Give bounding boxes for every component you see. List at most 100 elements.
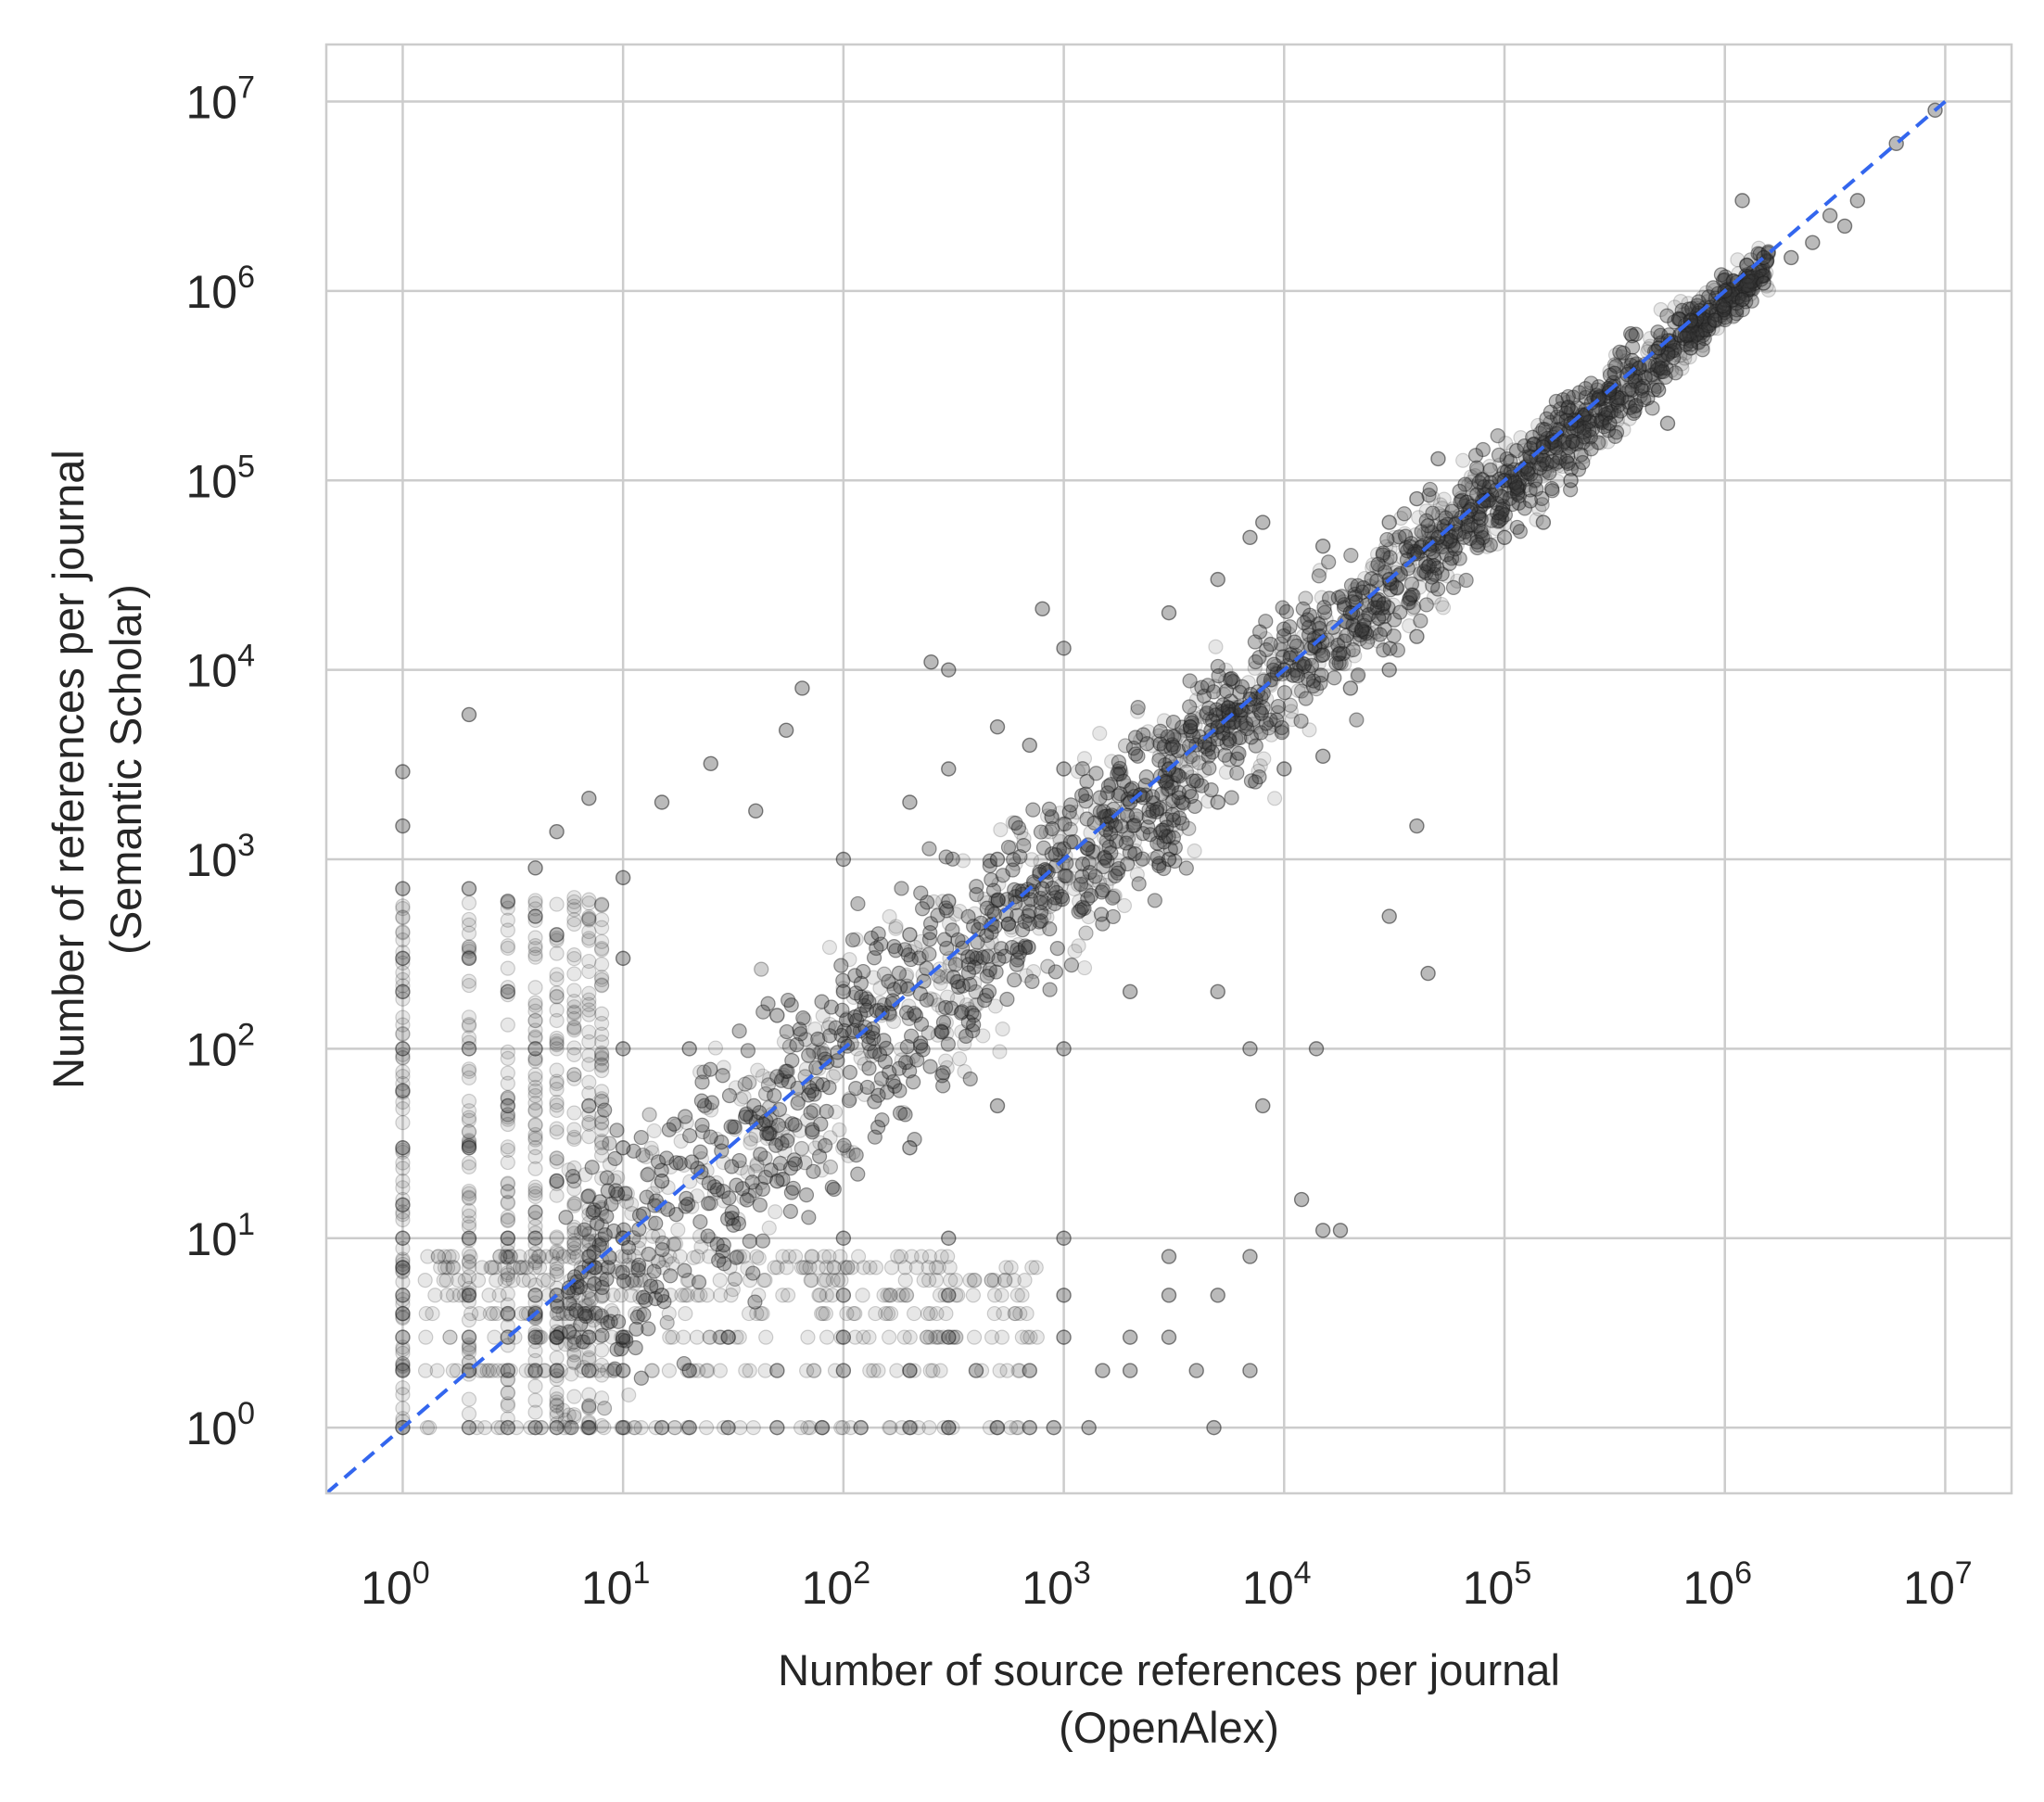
density-point xyxy=(715,1068,730,1084)
density-point xyxy=(781,992,796,1009)
density-point xyxy=(979,969,995,984)
density-point xyxy=(1314,667,1329,683)
density-point xyxy=(1378,554,1394,571)
density-point xyxy=(1164,729,1180,744)
density-point xyxy=(1276,621,1292,637)
density-point xyxy=(922,991,938,1007)
density-point xyxy=(1530,417,1546,434)
density-point xyxy=(827,1104,844,1120)
density-point xyxy=(1248,738,1263,754)
density-point xyxy=(1396,506,1412,522)
density-point xyxy=(1576,449,1593,464)
density-point xyxy=(969,879,984,895)
density-point xyxy=(619,1275,635,1291)
density-point xyxy=(1617,358,1632,374)
density-point xyxy=(1052,833,1068,849)
density-point xyxy=(588,1233,603,1249)
density-point xyxy=(764,1130,781,1146)
density-point xyxy=(913,885,929,901)
density-point xyxy=(888,919,904,934)
density-point xyxy=(1466,488,1482,504)
density-point xyxy=(1281,626,1297,641)
density-point xyxy=(853,975,869,991)
density-point xyxy=(820,1020,836,1035)
grid-lines xyxy=(326,44,2012,1493)
density-point xyxy=(1128,843,1144,859)
density-point xyxy=(1258,630,1274,647)
density-point xyxy=(740,1165,755,1181)
density-point xyxy=(1222,726,1238,742)
density-point xyxy=(1470,537,1486,553)
density-point xyxy=(709,1131,725,1147)
density-point xyxy=(899,1038,915,1055)
density-point xyxy=(1041,801,1058,818)
density-point xyxy=(1314,590,1329,605)
density-point xyxy=(726,1217,742,1233)
density-point xyxy=(630,1240,647,1256)
density-point xyxy=(1709,321,1725,336)
density-point xyxy=(646,1123,662,1139)
density-point xyxy=(1172,810,1187,826)
density-point xyxy=(1079,811,1095,827)
density-point xyxy=(1063,958,1079,973)
density-point xyxy=(1345,630,1361,647)
density-point xyxy=(1695,311,1712,327)
density-point xyxy=(999,991,1015,1008)
density-point xyxy=(888,920,904,936)
density-point xyxy=(673,1134,689,1149)
density-point xyxy=(784,1053,800,1069)
density-point xyxy=(1368,624,1384,640)
density-point xyxy=(1198,746,1213,762)
density-point xyxy=(645,1228,661,1244)
density-point xyxy=(753,1147,768,1162)
density-point xyxy=(726,1119,742,1135)
density-point xyxy=(1492,457,1508,473)
density-point xyxy=(1425,490,1441,506)
density-point xyxy=(984,903,1000,920)
density-point xyxy=(1010,936,1026,953)
density-point xyxy=(1063,797,1079,813)
density-point xyxy=(1079,773,1095,790)
density-point xyxy=(940,989,956,1005)
density-point xyxy=(1078,874,1095,890)
density-point xyxy=(1187,705,1202,721)
density-point xyxy=(1267,666,1283,682)
density-point xyxy=(919,992,934,1008)
density-point xyxy=(661,1122,677,1137)
density-point xyxy=(1482,462,1498,478)
density-point xyxy=(1507,474,1523,489)
density-point xyxy=(1073,788,1090,804)
density-point xyxy=(1454,490,1469,506)
density-point xyxy=(1700,294,1716,310)
density-point xyxy=(743,1131,759,1147)
density-point xyxy=(1159,782,1175,798)
density-point xyxy=(555,1402,571,1418)
density-point xyxy=(842,952,857,968)
density-point xyxy=(1067,857,1083,873)
density-point xyxy=(1581,413,1598,429)
density-point xyxy=(947,957,963,972)
density-point xyxy=(1744,269,1759,285)
density-point xyxy=(1471,475,1487,490)
density-point xyxy=(1337,656,1352,672)
density-point xyxy=(789,1037,805,1053)
density-point xyxy=(1695,337,1710,353)
density-point xyxy=(1042,824,1059,840)
density-point xyxy=(1311,666,1327,683)
density-point xyxy=(733,1161,749,1176)
density-point xyxy=(1512,524,1528,539)
density-point xyxy=(1357,570,1373,587)
density-point xyxy=(1003,920,1020,935)
density-point xyxy=(926,992,942,1008)
density-point xyxy=(564,1366,579,1382)
density-point xyxy=(1157,801,1174,817)
density-point xyxy=(1413,613,1428,628)
density-point xyxy=(840,1010,856,1026)
density-point xyxy=(1093,907,1110,922)
density-point xyxy=(578,1298,593,1313)
density-point xyxy=(866,970,882,985)
density-point xyxy=(1458,572,1474,589)
density-point xyxy=(1736,277,1752,293)
density-point xyxy=(1096,851,1111,867)
